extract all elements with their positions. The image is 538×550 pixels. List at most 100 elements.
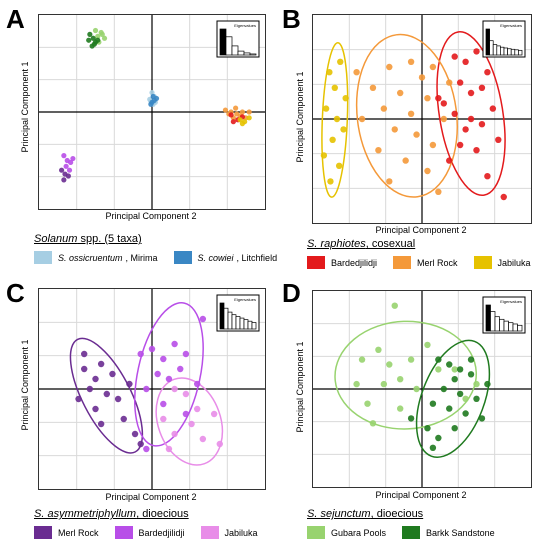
panel-letter: C xyxy=(6,278,25,308)
eigenvalue-bar xyxy=(219,28,227,56)
data-point xyxy=(375,147,382,154)
data-point xyxy=(462,395,469,402)
data-point xyxy=(424,341,431,349)
data-point xyxy=(160,415,167,423)
data-point xyxy=(456,79,464,86)
data-point xyxy=(182,410,190,418)
data-point xyxy=(92,405,99,413)
data-point xyxy=(230,119,236,125)
eigenvalue-bar xyxy=(251,322,257,330)
data-point xyxy=(424,95,431,102)
data-point xyxy=(391,126,398,133)
data-point xyxy=(97,360,105,368)
data-point xyxy=(194,405,201,413)
data-point xyxy=(397,376,404,383)
eigenvalue-bar xyxy=(243,52,251,56)
data-point xyxy=(95,33,101,39)
legend-entry: Bardedjilidji xyxy=(114,526,185,539)
data-point xyxy=(239,109,245,115)
data-point xyxy=(429,141,437,149)
data-point xyxy=(239,121,245,127)
legend-swatch xyxy=(393,256,412,269)
scatter-plot-b: Eigenvalues xyxy=(312,14,532,224)
legend-label: Gubara Pools xyxy=(331,527,387,538)
data-point xyxy=(75,395,82,403)
data-point xyxy=(148,101,154,107)
data-point xyxy=(66,167,73,173)
legend-entry: Merl Rock xyxy=(34,526,99,539)
legend-label: Jabiluka xyxy=(224,527,258,538)
x-axis-label: Principal Component 2 xyxy=(375,490,467,500)
data-point xyxy=(99,31,105,37)
scatter-svg: Eigenvalues xyxy=(39,289,265,489)
eigenvalue-bar xyxy=(518,49,523,56)
data-point xyxy=(103,390,111,398)
data-point xyxy=(478,121,486,128)
data-point xyxy=(86,37,92,43)
confidence-ellipse xyxy=(155,377,224,466)
legend-entry: Jabiluka xyxy=(473,256,531,269)
data-point xyxy=(199,315,207,323)
confidence-ellipse xyxy=(436,31,506,197)
eigenvalue-bar xyxy=(237,50,245,56)
confidence-ellipse xyxy=(321,42,349,198)
data-point xyxy=(456,141,464,149)
data-point xyxy=(143,445,150,453)
data-point xyxy=(188,420,195,428)
data-point xyxy=(484,173,491,180)
data-point xyxy=(478,84,486,92)
data-point xyxy=(114,395,122,403)
legend-label: , Litchfield xyxy=(236,252,278,263)
eigenvalue-label: Eigenvalues xyxy=(234,23,256,28)
data-point xyxy=(63,163,69,169)
eigenvalue-bar xyxy=(507,48,512,56)
data-point xyxy=(81,350,88,358)
scatter-plot-a: Eigenvalues xyxy=(38,14,266,210)
data-point xyxy=(65,173,71,179)
data-point xyxy=(154,370,161,378)
data-point xyxy=(95,37,101,43)
data-point xyxy=(429,63,437,71)
data-point xyxy=(397,405,404,412)
data-point xyxy=(407,356,415,363)
data-point xyxy=(233,105,239,111)
data-point xyxy=(70,155,76,162)
data-point xyxy=(92,375,99,383)
data-point xyxy=(489,105,497,112)
data-point xyxy=(222,107,229,113)
data-point xyxy=(435,356,442,363)
data-point xyxy=(402,157,409,164)
y-axis-label: Principal Component 1 xyxy=(295,71,305,163)
data-point xyxy=(467,371,475,378)
y-axis-label: Principal Component 1 xyxy=(20,339,30,431)
data-point xyxy=(210,410,218,418)
eigenvalue-bar xyxy=(503,320,509,332)
data-point xyxy=(484,69,491,76)
data-point xyxy=(91,41,97,47)
eigenvalue-bar xyxy=(512,323,518,332)
eigenvalue-bar xyxy=(503,47,508,56)
legend-entry: S. cowiei, Litchfield xyxy=(173,251,278,264)
legend-swatch xyxy=(307,526,325,539)
legend-label: Merl Rock xyxy=(58,527,99,538)
data-point xyxy=(171,430,178,438)
eigenvalue-label: Eigenvalues xyxy=(500,23,522,28)
data-point xyxy=(329,136,336,143)
eigenvalue-label: Eigenvalues xyxy=(234,297,256,302)
data-point xyxy=(131,430,139,438)
legend-entry: Merl Rock xyxy=(393,256,458,269)
data-point xyxy=(429,444,437,451)
data-point xyxy=(397,89,404,97)
eigenvalue-bar xyxy=(514,49,519,56)
eigenvalue-label: Eigenvalues xyxy=(500,299,522,304)
legend-swatch xyxy=(114,526,133,539)
legend-title: S. raphiotes, cosexual xyxy=(307,238,416,250)
data-point xyxy=(68,159,74,166)
data-point xyxy=(199,435,207,443)
eigenvalue-bar xyxy=(225,36,233,56)
data-point xyxy=(451,110,458,118)
data-point xyxy=(473,147,480,154)
data-point xyxy=(386,63,393,71)
data-point xyxy=(446,405,453,412)
legend-label-species: S. ossicruentum xyxy=(58,252,123,263)
